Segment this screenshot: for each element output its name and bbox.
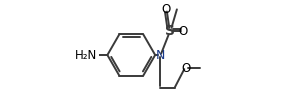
Text: O: O — [161, 3, 171, 16]
Text: S: S — [165, 24, 175, 38]
Text: N: N — [155, 49, 165, 61]
Text: O: O — [178, 25, 188, 38]
Text: H₂N: H₂N — [75, 49, 98, 61]
Text: O: O — [181, 61, 190, 75]
